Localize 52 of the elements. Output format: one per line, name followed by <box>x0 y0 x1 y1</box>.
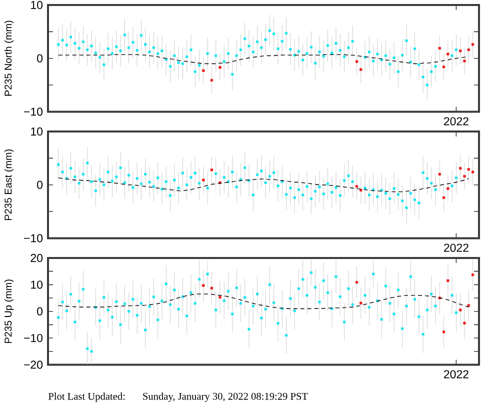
point <box>467 168 470 171</box>
point <box>210 168 213 172</box>
point <box>471 170 474 174</box>
point <box>459 50 462 52</box>
point <box>438 172 441 176</box>
point <box>355 60 358 63</box>
point <box>446 52 450 56</box>
y-tick-label: 20 <box>30 254 43 262</box>
point <box>459 308 462 312</box>
x-tick-label: 2022 <box>444 244 468 252</box>
y-tick-label: 0 <box>37 307 43 316</box>
point <box>355 185 358 188</box>
x-tick-label: 2022 <box>444 370 468 378</box>
point <box>463 60 466 62</box>
y-tick-label: 10 <box>31 127 43 136</box>
y-tick-label: −10 <box>24 334 43 342</box>
point <box>467 48 470 52</box>
point <box>471 43 474 46</box>
point <box>467 304 470 307</box>
text: Sunday, January 30, 2022 08:19:29 PST <box>143 392 308 402</box>
text: Plot Last Updated: <box>48 392 125 402</box>
point <box>202 69 205 72</box>
point <box>355 280 358 284</box>
point <box>210 78 213 82</box>
y-tick-label: 10 <box>31 280 43 289</box>
y-axis-title: P235 East (mm) <box>4 149 14 220</box>
point <box>202 178 205 182</box>
y-tick-label: −10 <box>24 234 43 242</box>
point <box>442 196 446 199</box>
point <box>471 274 474 276</box>
y-tick-label: 10 <box>31 0 43 10</box>
point <box>446 279 450 282</box>
point <box>463 322 466 324</box>
point <box>463 175 466 178</box>
y-tick-label: 0 <box>37 180 43 189</box>
y-tick-label: 0 <box>37 54 43 62</box>
point <box>442 66 446 68</box>
point <box>459 167 462 170</box>
x-tick-label: 2022 <box>444 117 468 126</box>
point <box>202 284 205 287</box>
y-axis-title: P235 Up (mm) <box>4 280 14 343</box>
y-tick-label: −10 <box>24 108 43 116</box>
point <box>360 68 362 71</box>
point <box>438 46 441 50</box>
point <box>446 187 450 190</box>
point <box>218 296 222 299</box>
point <box>442 330 446 334</box>
point <box>210 286 213 290</box>
point <box>360 302 362 304</box>
y-tick-label: −20 <box>24 360 43 369</box>
y-axis-title: P235 North (mm) <box>4 20 14 96</box>
point <box>218 66 222 69</box>
